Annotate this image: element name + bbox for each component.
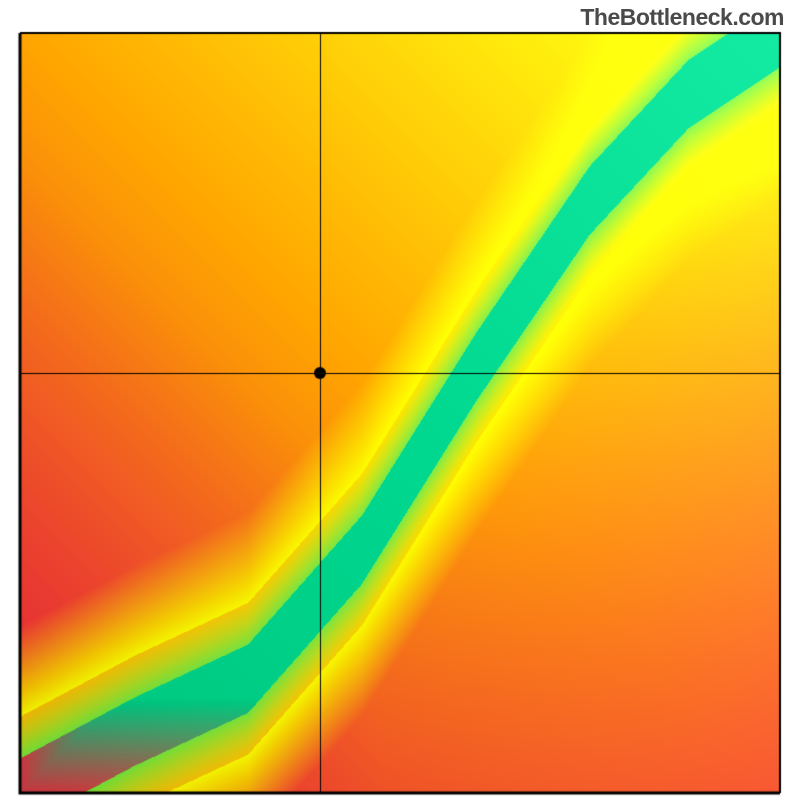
chart-container: TheBottleneck.com bbox=[0, 0, 800, 800]
watermark-text: TheBottleneck.com bbox=[580, 4, 784, 31]
heatmap-canvas bbox=[0, 0, 800, 800]
